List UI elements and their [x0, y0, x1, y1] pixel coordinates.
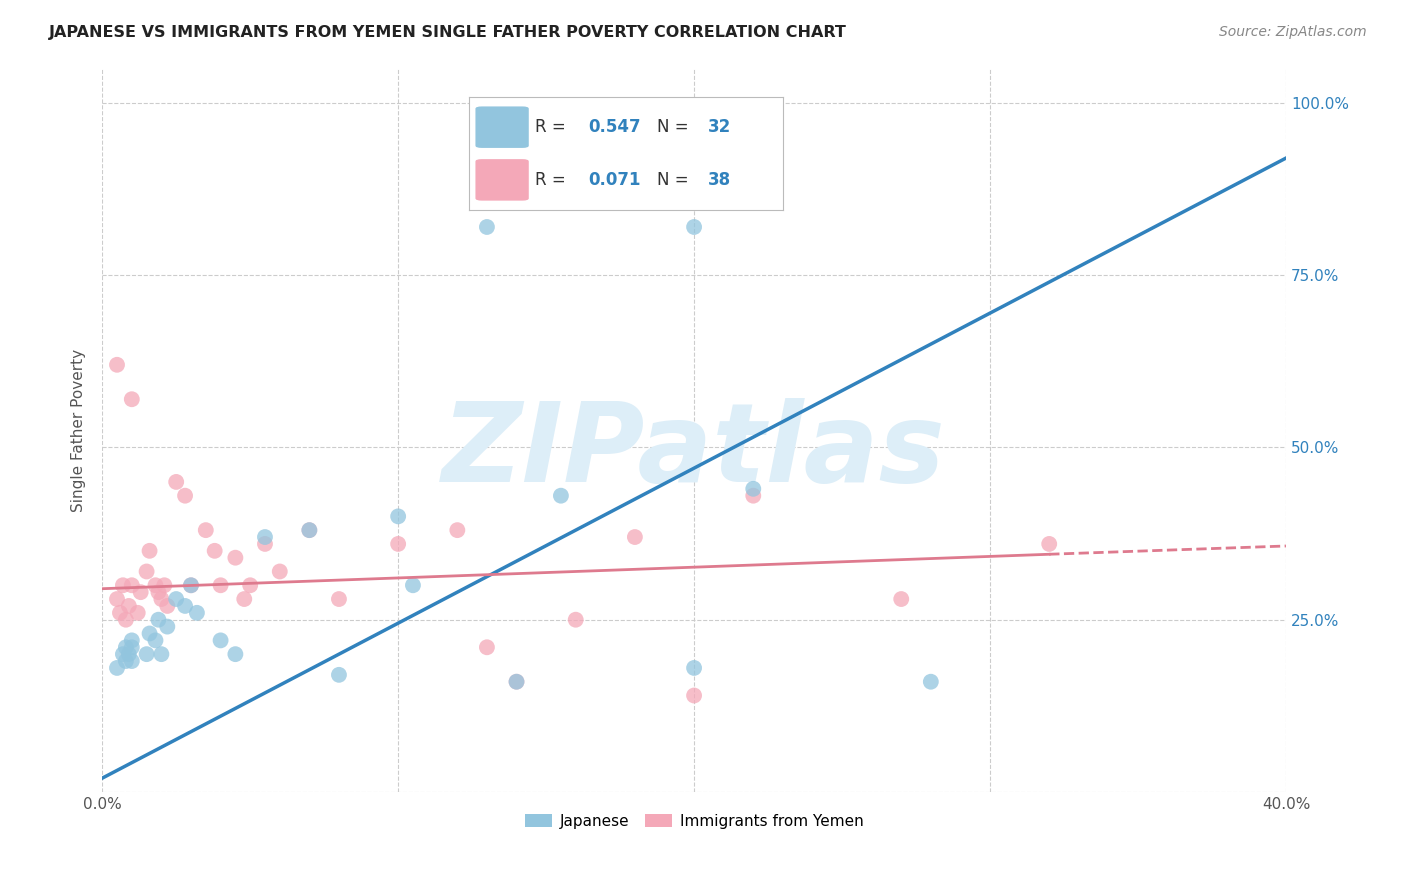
Point [475, 640, 498, 655]
Point [683, 219, 706, 234]
Point [121, 633, 143, 648]
Point [153, 578, 176, 592]
Point [742, 489, 765, 503]
Point [505, 674, 527, 689]
Point [145, 633, 167, 648]
Point [180, 578, 202, 592]
Point [174, 489, 197, 503]
Point [156, 599, 179, 613]
Point [129, 585, 152, 599]
Point [298, 523, 321, 537]
Point [121, 392, 143, 407]
Point [683, 661, 706, 675]
Point [742, 482, 765, 496]
Point [135, 565, 157, 579]
Point [145, 578, 167, 592]
Point [148, 613, 170, 627]
Point [204, 544, 226, 558]
Point [209, 578, 232, 592]
Point [505, 674, 527, 689]
Point [328, 668, 350, 682]
Point [165, 592, 187, 607]
Point [180, 578, 202, 592]
Point [402, 578, 425, 592]
Point [233, 592, 256, 607]
Y-axis label: Single Father Poverty: Single Father Poverty [72, 349, 86, 512]
Point [127, 606, 149, 620]
Point [298, 523, 321, 537]
Point [387, 537, 409, 551]
Point [121, 654, 143, 668]
Point [387, 509, 409, 524]
Point [148, 585, 170, 599]
Point [150, 647, 173, 661]
Point [115, 613, 138, 627]
Point [253, 530, 276, 544]
Point [269, 565, 291, 579]
Point [890, 592, 912, 607]
Point [115, 640, 138, 655]
Point [115, 654, 138, 668]
Point [150, 592, 173, 607]
Point [475, 219, 498, 234]
Point [105, 592, 128, 607]
Point [224, 550, 246, 565]
Point [550, 489, 572, 503]
Point [105, 661, 128, 675]
Point [138, 544, 160, 558]
Point [224, 647, 246, 661]
Point [121, 640, 143, 655]
Point [1038, 537, 1060, 551]
Point [446, 523, 468, 537]
Point [624, 530, 647, 544]
Text: Source: ZipAtlas.com: Source: ZipAtlas.com [1219, 25, 1367, 39]
Point [108, 606, 131, 620]
Text: JAPANESE VS IMMIGRANTS FROM YEMEN SINGLE FATHER POVERTY CORRELATION CHART: JAPANESE VS IMMIGRANTS FROM YEMEN SINGLE… [49, 25, 846, 40]
Point [174, 599, 197, 613]
Point [111, 578, 134, 592]
Point [121, 578, 143, 592]
Point [194, 523, 217, 537]
Point [118, 647, 141, 661]
Point [564, 613, 586, 627]
Point [118, 599, 141, 613]
Point [253, 537, 276, 551]
Point [156, 619, 179, 633]
Point [165, 475, 187, 489]
Point [920, 674, 942, 689]
Point [111, 647, 134, 661]
Point [239, 578, 262, 592]
Point [209, 633, 232, 648]
Point [328, 592, 350, 607]
Legend: Japanese, Immigrants from Yemen: Japanese, Immigrants from Yemen [519, 807, 870, 835]
Point [186, 606, 208, 620]
Point [138, 626, 160, 640]
Point [105, 358, 128, 372]
Text: ZIPatlas: ZIPatlas [443, 399, 946, 506]
Point [683, 689, 706, 703]
Point [135, 647, 157, 661]
